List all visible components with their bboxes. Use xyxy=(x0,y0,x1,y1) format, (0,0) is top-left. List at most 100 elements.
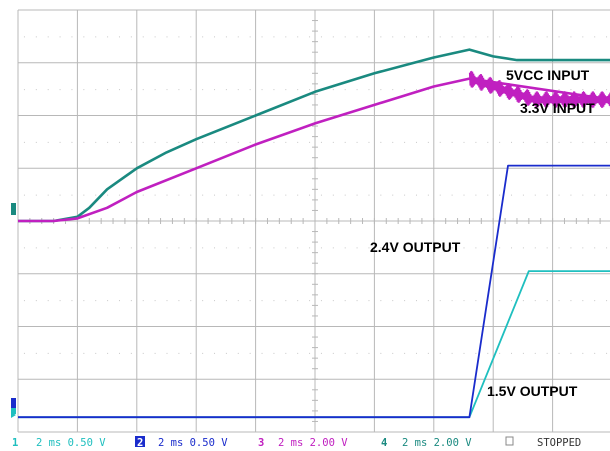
ch4-number[interactable]: 4 xyxy=(381,437,387,449)
grid-minor-dot xyxy=(154,89,156,91)
grid-minor-dot xyxy=(273,141,275,143)
grid-minor-dot xyxy=(23,194,25,196)
grid-minor-dot xyxy=(237,194,239,196)
grid-minor-dot xyxy=(118,247,120,249)
grid-minor-dot xyxy=(582,247,584,249)
grid-minor-dot xyxy=(487,352,489,354)
grid-minor-dot xyxy=(59,300,61,302)
grid-minor-dot xyxy=(237,300,239,302)
grid-minor-dot xyxy=(522,247,524,249)
grid-minor-dot xyxy=(190,36,192,38)
grid-minor-dot xyxy=(107,194,109,196)
grid-minor-dot xyxy=(380,352,382,354)
grid-minor-dot xyxy=(285,194,287,196)
grid-minor-dot xyxy=(214,247,216,249)
grid-minor-dot xyxy=(380,194,382,196)
grid-minor-dot xyxy=(297,141,299,143)
grid-minor-dot xyxy=(285,89,287,91)
grid-minor-dot xyxy=(190,352,192,354)
label-5vcc-input: 5VCC INPUT xyxy=(506,67,590,83)
grid-minor-dot xyxy=(95,194,97,196)
grid-minor-dot xyxy=(499,352,501,354)
grid-minor-dot xyxy=(261,89,263,91)
grid-minor-dot xyxy=(427,194,429,196)
ch2-number[interactable]: 2 xyxy=(137,437,143,449)
grid-minor-dot xyxy=(392,352,394,354)
grid-minor-dot xyxy=(380,36,382,38)
grid-minor-dot xyxy=(332,194,334,196)
grid-minor-dot xyxy=(594,300,596,302)
grid-minor-dot xyxy=(546,300,548,302)
grid-minor-dot xyxy=(487,141,489,143)
grid-minor-dot xyxy=(214,36,216,38)
grid-minor-dot xyxy=(83,36,85,38)
label-1v5-output: 1.5V OUTPUT xyxy=(487,383,578,399)
grid-minor-dot xyxy=(107,36,109,38)
grid-minor-dot xyxy=(35,141,37,143)
ch2-settings[interactable]: 2 ms 0.50 V xyxy=(158,437,228,449)
grid-minor-dot xyxy=(118,194,120,196)
grid-minor-dot xyxy=(166,194,168,196)
grid-minor-dot xyxy=(261,194,263,196)
grid-minor-dot xyxy=(463,194,465,196)
grid-minor-dot xyxy=(249,352,251,354)
grid-minor-dot xyxy=(344,141,346,143)
grid-minor-dot xyxy=(320,247,322,249)
grid-minor-dot xyxy=(404,352,406,354)
grid-minor-dot xyxy=(332,141,334,143)
grid-minor-dot xyxy=(178,141,180,143)
grid-minor-dot xyxy=(392,247,394,249)
grid-minor-dot xyxy=(427,141,429,143)
grid-minor-dot xyxy=(368,194,370,196)
grid-minor-dot xyxy=(451,89,453,91)
grid-minor-dot xyxy=(404,194,406,196)
ch1-ground-marker[interactable] xyxy=(11,408,16,414)
grid-minor-dot xyxy=(142,352,144,354)
ch3-settings[interactable]: 2 ms 2.00 V xyxy=(278,437,348,449)
grid-minor-dot xyxy=(35,247,37,249)
grid-minor-dot xyxy=(356,300,358,302)
grid-minor-dot xyxy=(107,89,109,91)
grid-minor-dot xyxy=(427,36,429,38)
grid-minor-dot xyxy=(95,300,97,302)
grid-minor-dot xyxy=(594,352,596,354)
grid-minor-dot xyxy=(380,247,382,249)
grid-minor-dot xyxy=(606,36,608,38)
ch3-number[interactable]: 3 xyxy=(258,437,264,449)
grid-minor-dot xyxy=(368,36,370,38)
grid-minor-dot xyxy=(475,194,477,196)
grid-minor-dot xyxy=(273,300,275,302)
graticule xyxy=(17,9,610,433)
grid-minor-dot xyxy=(558,89,560,91)
ch4-settings[interactable]: 2 ms 2.00 V xyxy=(402,437,472,449)
grid-minor-dot xyxy=(154,36,156,38)
grid-minor-dot xyxy=(558,300,560,302)
grid-minor-dot xyxy=(511,300,513,302)
ch2-ground-marker[interactable] xyxy=(11,398,16,411)
grid-minor-dot xyxy=(142,36,144,38)
grid-minor-dot xyxy=(320,194,322,196)
ch4-ground-marker[interactable] xyxy=(11,203,16,215)
grid-minor-dot xyxy=(606,194,608,196)
grid-minor-dot xyxy=(546,36,548,38)
grid-minor-dot xyxy=(273,247,275,249)
grid-minor-dot xyxy=(190,247,192,249)
grid-minor-dot xyxy=(178,36,180,38)
ch1-settings[interactable]: 2 ms 0.50 V xyxy=(36,437,106,449)
grid-minor-dot xyxy=(83,141,85,143)
grid-minor-dot xyxy=(297,352,299,354)
grid-minor-dot xyxy=(95,89,97,91)
grid-minor-dot xyxy=(118,141,120,143)
grid-minor-dot xyxy=(475,300,477,302)
grid-minor-dot xyxy=(332,352,334,354)
grid-minor-dot xyxy=(261,300,263,302)
grid-minor-dot xyxy=(320,352,322,354)
status-bar: 1 2 ms 0.50 V 2 2 ms 0.50 V 3 2 ms 2.00 … xyxy=(12,436,581,449)
ch1-number[interactable]: 1 xyxy=(12,437,18,449)
grid-minor-dot xyxy=(47,300,49,302)
grid-minor-dot xyxy=(380,141,382,143)
grid-minor-dot xyxy=(594,247,596,249)
grid-minor-dot xyxy=(166,89,168,91)
grid-minor-dot xyxy=(558,247,560,249)
grid-minor-dot xyxy=(47,141,49,143)
